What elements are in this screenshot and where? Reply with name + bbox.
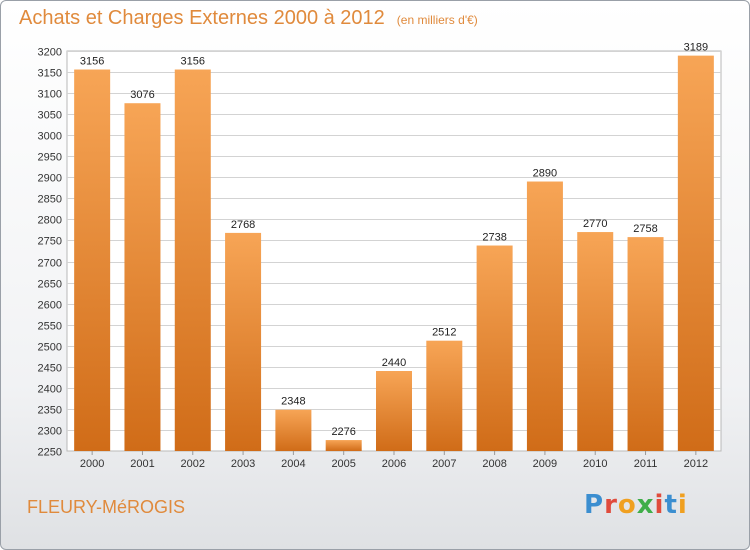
data-label: 2348 bbox=[281, 396, 305, 408]
bar bbox=[577, 232, 614, 451]
commune-name: FLEURY-MéROGIS bbox=[27, 497, 186, 517]
chart-title: Achats et Charges Externes 2000 à 2012 (e… bbox=[19, 7, 478, 30]
data-label: 2890 bbox=[533, 168, 557, 180]
data-label: 2738 bbox=[482, 232, 506, 244]
title-text: Achats et Charges Externes 2000 à 2012 bbox=[19, 7, 385, 29]
y-tick-label: 2700 bbox=[38, 258, 62, 270]
proxiti-logo: Proxiti bbox=[584, 490, 688, 520]
bar bbox=[627, 237, 664, 451]
y-tick-label: 3150 bbox=[38, 68, 62, 80]
bar bbox=[476, 245, 513, 451]
logo-letter: i bbox=[677, 490, 688, 520]
y-tick-label: 2550 bbox=[38, 321, 62, 333]
y-tick-label: 2250 bbox=[38, 447, 62, 459]
y-tick-label: 2900 bbox=[38, 173, 62, 185]
x-tick-label: 2009 bbox=[533, 458, 557, 470]
bar bbox=[426, 340, 463, 451]
bar bbox=[174, 69, 211, 452]
x-tick-label: 2006 bbox=[382, 458, 406, 470]
data-label: 3189 bbox=[684, 42, 708, 54]
bar bbox=[325, 440, 362, 451]
y-tick-label: 2850 bbox=[38, 194, 62, 206]
x-tick-label: 2000 bbox=[80, 458, 104, 470]
y-tick-label: 3050 bbox=[38, 110, 62, 122]
y-tick-label: 3200 bbox=[38, 47, 62, 59]
x-tick-label: 2007 bbox=[432, 458, 456, 470]
y-tick-label: 2650 bbox=[38, 279, 62, 291]
x-tick-label: 2004 bbox=[281, 458, 305, 470]
data-label: 2758 bbox=[633, 223, 657, 235]
x-tick-label: 2002 bbox=[181, 458, 205, 470]
x-tick-label: 2005 bbox=[331, 458, 355, 470]
title-unit: (en milliers d'€) bbox=[396, 13, 478, 27]
y-tick-label: 2600 bbox=[38, 300, 62, 312]
data-label: 3076 bbox=[130, 89, 154, 101]
bar bbox=[124, 103, 161, 452]
bar bbox=[74, 69, 111, 452]
y-tick-label: 2750 bbox=[38, 236, 62, 248]
data-label: 3156 bbox=[80, 56, 104, 68]
logo-letter: r bbox=[604, 490, 618, 520]
y-tick-label: 2300 bbox=[38, 426, 62, 438]
bar bbox=[526, 181, 563, 452]
y-tick-label: 2500 bbox=[38, 342, 62, 354]
y-tick-label: 2950 bbox=[38, 152, 62, 164]
x-tick-label: 2011 bbox=[634, 458, 658, 470]
data-label: 2768 bbox=[231, 219, 255, 231]
y-tick-label: 2800 bbox=[38, 215, 62, 227]
logo-letter: P bbox=[584, 490, 605, 520]
x-tick-label: 2010 bbox=[583, 458, 607, 470]
logo-letter: o bbox=[617, 490, 637, 520]
x-tick-label: 2012 bbox=[684, 458, 708, 470]
bar bbox=[275, 409, 312, 451]
logo-letter: t bbox=[664, 490, 678, 520]
y-tick-label: 2350 bbox=[38, 405, 62, 417]
data-label: 2276 bbox=[331, 426, 355, 438]
data-label: 2512 bbox=[432, 327, 456, 339]
data-label: 2770 bbox=[583, 218, 607, 230]
logo-letter: x bbox=[636, 490, 655, 520]
bar bbox=[376, 371, 412, 451]
y-tick-label: 2450 bbox=[38, 363, 62, 375]
x-tick-label: 2003 bbox=[231, 458, 255, 470]
x-tick-label: 2001 bbox=[130, 458, 154, 470]
y-tick-label: 2400 bbox=[38, 384, 62, 396]
logo-letter: i bbox=[654, 490, 665, 520]
data-label: 2440 bbox=[382, 357, 406, 369]
y-tick-label: 3000 bbox=[38, 131, 62, 143]
bar bbox=[677, 55, 714, 451]
data-label: 3156 bbox=[181, 56, 205, 68]
x-tick-label: 2008 bbox=[482, 458, 506, 470]
y-tick-label: 3100 bbox=[38, 89, 62, 101]
bar bbox=[225, 232, 262, 451]
